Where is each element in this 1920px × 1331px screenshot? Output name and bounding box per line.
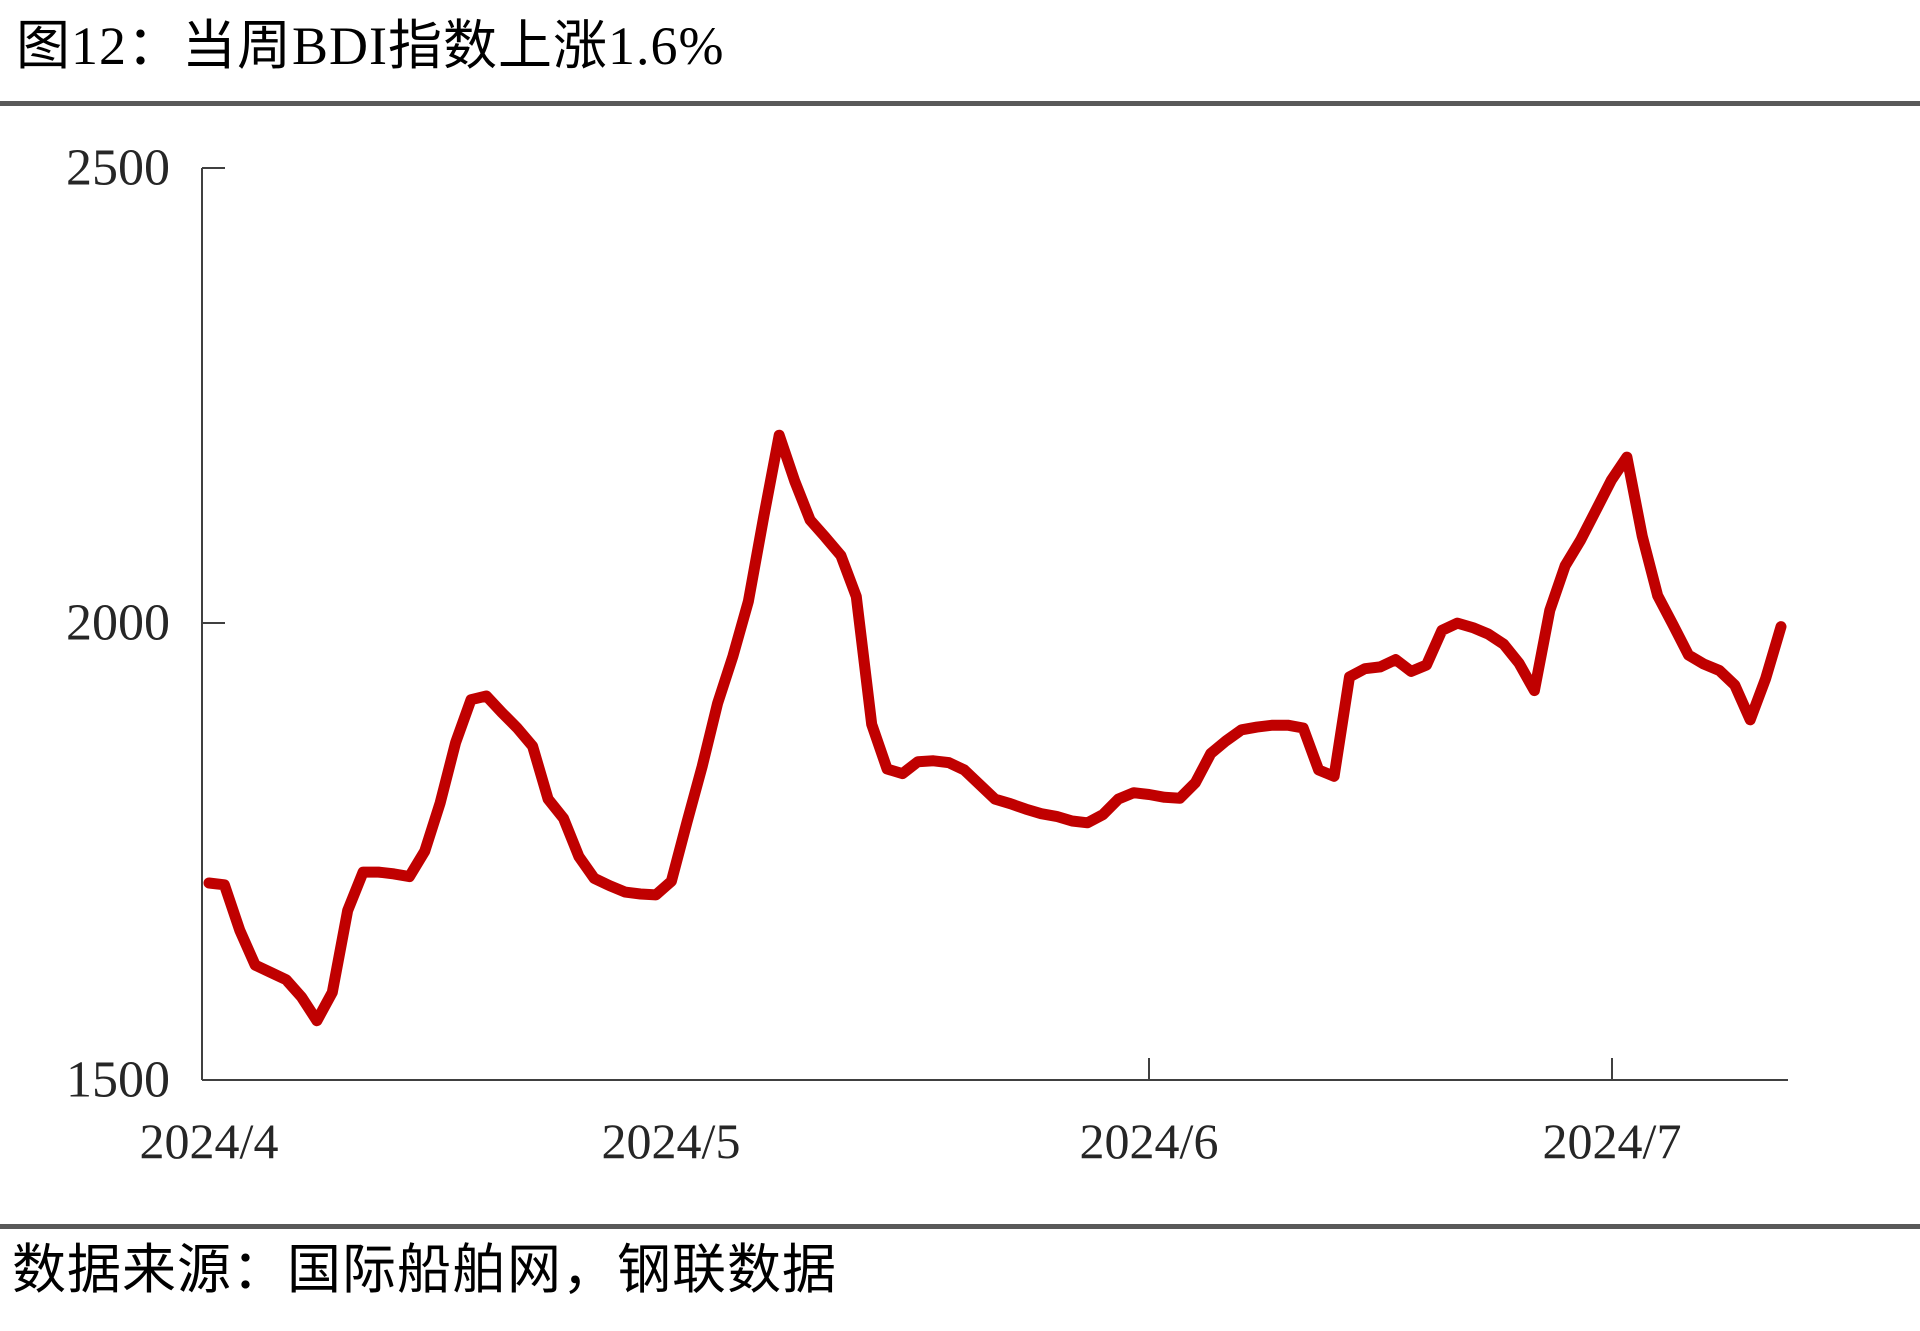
x-tick-label-2024-4: 2024/4 (140, 1113, 279, 1169)
y-tick-label-2000: 2000 (66, 595, 170, 652)
y-tick-label-1500: 1500 (66, 1052, 170, 1109)
x-tick-label-2024-6: 2024/6 (1080, 1113, 1219, 1169)
data-source-note: 数据来源：国际船舶网，钢联数据 (12, 1240, 837, 1300)
bdi-line (203, 429, 1787, 1027)
x-tick-label-2024-5: 2024/5 (602, 1113, 741, 1169)
y-tick-label-2500: 2500 (66, 140, 170, 197)
footer-separator (0, 1224, 1920, 1229)
figure-title: 图12：当周BDI指数上涨1.6% (16, 16, 725, 76)
title-separator (0, 101, 1920, 106)
x-tick-label-2024-7: 2024/7 (1543, 1113, 1682, 1169)
